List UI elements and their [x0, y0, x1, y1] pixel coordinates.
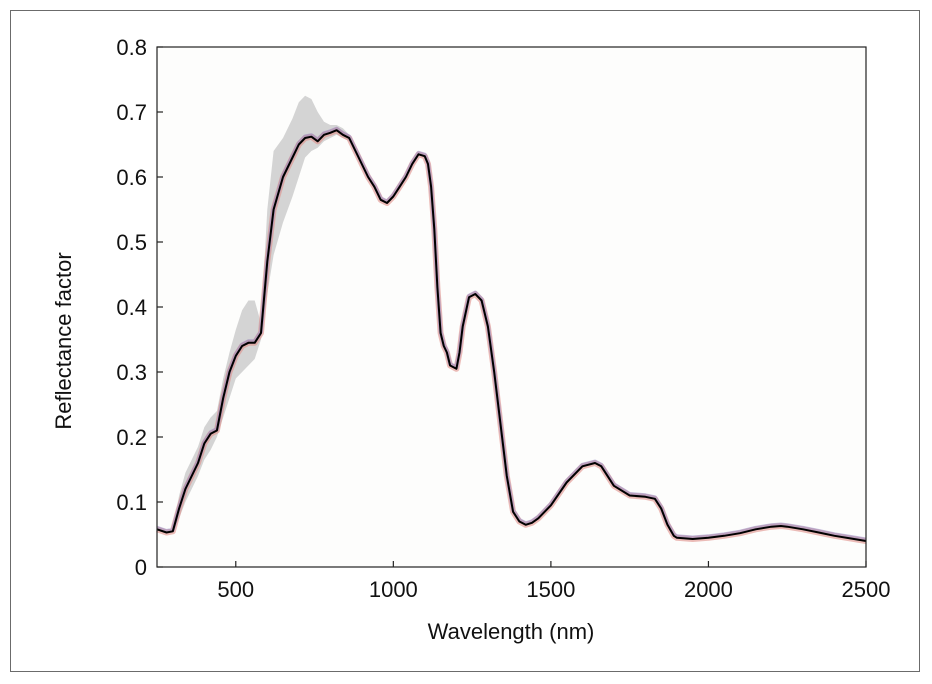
x-tick-label: 1000	[369, 577, 418, 602]
y-tick-label: 0.2	[116, 425, 147, 450]
chart-frame: 500 1000 1500 2000 2500 0 0.1 0.2 0.3 0.4 0.5 0.6 0…	[10, 10, 920, 672]
series-layer	[156, 126, 867, 544]
y-tick-label: 0.4	[116, 295, 147, 320]
x-tick-label: 1500	[526, 577, 575, 602]
y-tick-label: 0.5	[116, 230, 147, 255]
x-tick-label: 2000	[684, 577, 733, 602]
x-tick-label: 2500	[842, 577, 891, 602]
x-axis-ticks: 500 1000 1500 2000 2500	[217, 561, 890, 602]
y-tick-label: 0.8	[116, 35, 147, 60]
x-tick-label: 500	[217, 577, 254, 602]
y-tick-label: 0	[135, 555, 147, 580]
y-tick-label: 0.3	[116, 360, 147, 385]
y-tick-label: 0.1	[116, 490, 147, 515]
reflectance-chart: 500 1000 1500 2000 2500 00.10.20.30.40.50.60…	[51, 35, 890, 644]
x-axis-label: Wavelength (nm)	[428, 619, 595, 644]
y-axis-ticks: 0 0.1 0.2 0.3 0.4 0.5 0.6 0.7 0.8	[116, 35, 163, 580]
plot-area	[157, 47, 866, 567]
mean-reflectance-line	[156, 129, 867, 542]
y-axis-label: Reflectance factor	[51, 252, 76, 429]
y-tick-label: 0.7	[116, 100, 147, 125]
y-tick-label: 0.6	[116, 165, 147, 190]
